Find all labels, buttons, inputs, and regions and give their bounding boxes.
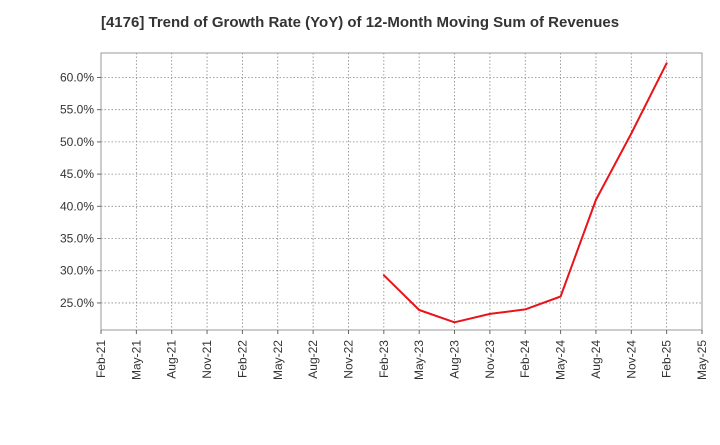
y-tick-label: 55.0%: [60, 103, 94, 117]
x-tick-label: May-23: [412, 340, 426, 380]
x-tick-label: Feb-25: [660, 340, 674, 378]
y-axis: 25.0% 30.0% 35.0% 40.0% 45.0% 50.0% 55.0% 60.0%: [60, 70, 101, 310]
x-tick-label: Aug-22: [306, 340, 320, 379]
x-tick-label: May-24: [554, 340, 568, 380]
grid-lines: [101, 53, 702, 330]
y-tick-label: 60.0%: [60, 70, 94, 84]
x-tick-label: May-21: [129, 340, 143, 380]
data-point: [488, 312, 491, 315]
x-tick-label: Aug-23: [448, 340, 462, 379]
series-layer: [382, 62, 668, 324]
x-tick-label: Nov-23: [483, 340, 497, 379]
x-tick-label: Feb-22: [235, 340, 249, 378]
y-tick-label: 35.0%: [60, 232, 94, 246]
data-point: [630, 132, 633, 135]
x-tick-label: Nov-24: [624, 340, 638, 379]
x-tick-label: Feb-23: [377, 340, 391, 378]
y-tick-label: 40.0%: [60, 199, 94, 213]
x-axis: Feb-21 May-21 Aug-21 Nov-21 Feb-22 May-22 Aug-…: [94, 330, 709, 380]
data-point: [382, 274, 385, 277]
data-point: [559, 295, 562, 298]
chart-title: [4176] Trend of Growth Rate (YoY) of 12-…: [100, 14, 620, 31]
y-tick-label: 25.0%: [60, 296, 94, 310]
x-tick-label: Nov-21: [200, 340, 214, 379]
x-tick-label: Feb-21: [94, 340, 108, 378]
x-tick-label: May-22: [271, 340, 285, 380]
x-tick-label: Feb-24: [518, 340, 532, 378]
y-tick-label: 45.0%: [60, 167, 94, 181]
data-point: [594, 198, 597, 201]
x-tick-label: May-25: [695, 340, 709, 380]
data-point: [418, 309, 421, 312]
data-point: [665, 62, 668, 65]
x-tick-label: Aug-24: [589, 340, 603, 379]
x-tick-label: Nov-22: [341, 340, 355, 379]
y-tick-label: 30.0%: [60, 264, 94, 278]
data-point: [524, 308, 527, 311]
x-tick-label: Aug-21: [165, 340, 179, 379]
plot-area: [100, 52, 703, 331]
y-tick-label: 50.0%: [60, 135, 94, 149]
data-point: [453, 321, 456, 324]
